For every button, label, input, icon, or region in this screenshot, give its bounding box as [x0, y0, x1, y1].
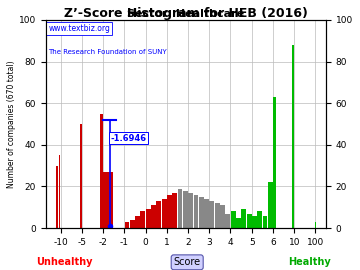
- Bar: [100, 114, 103, 228]
- Bar: [262, 216, 267, 228]
- Text: Score: Score: [174, 257, 201, 267]
- Bar: [167, 195, 172, 228]
- Bar: [292, 45, 294, 228]
- Bar: [151, 205, 156, 228]
- Bar: [199, 197, 204, 228]
- Bar: [241, 210, 246, 228]
- Bar: [177, 188, 183, 228]
- Bar: [188, 193, 193, 228]
- Bar: [257, 211, 262, 228]
- Bar: [183, 191, 188, 228]
- Text: The Research Foundation of SUNY: The Research Foundation of SUNY: [49, 49, 167, 55]
- Bar: [215, 203, 220, 228]
- Bar: [210, 201, 214, 228]
- Bar: [130, 220, 135, 228]
- Text: -1.6946: -1.6946: [111, 134, 147, 143]
- Bar: [268, 182, 273, 228]
- Bar: [146, 210, 150, 228]
- Bar: [103, 172, 113, 228]
- Bar: [225, 214, 230, 228]
- Bar: [125, 222, 129, 228]
- Y-axis label: Number of companies (670 total): Number of companies (670 total): [7, 60, 16, 188]
- Bar: [135, 216, 140, 228]
- Bar: [220, 205, 225, 228]
- Bar: [172, 193, 177, 228]
- Bar: [57, 166, 58, 228]
- Bar: [162, 199, 167, 228]
- Bar: [194, 195, 198, 228]
- Bar: [204, 199, 209, 228]
- Bar: [236, 218, 241, 228]
- Bar: [156, 201, 161, 228]
- Bar: [252, 216, 257, 228]
- Bar: [247, 214, 252, 228]
- Bar: [59, 155, 60, 228]
- Bar: [231, 211, 235, 228]
- Bar: [273, 97, 275, 228]
- Title: Z’-Score Histogram for HEB (2016): Z’-Score Histogram for HEB (2016): [64, 7, 308, 20]
- Bar: [140, 211, 145, 228]
- Text: Unhealthy: Unhealthy: [37, 257, 93, 267]
- Text: Sector: Healthcare: Sector: Healthcare: [127, 9, 244, 19]
- Text: www.textbiz.org: www.textbiz.org: [49, 24, 111, 33]
- Text: Healthy: Healthy: [288, 257, 331, 267]
- Bar: [80, 124, 82, 228]
